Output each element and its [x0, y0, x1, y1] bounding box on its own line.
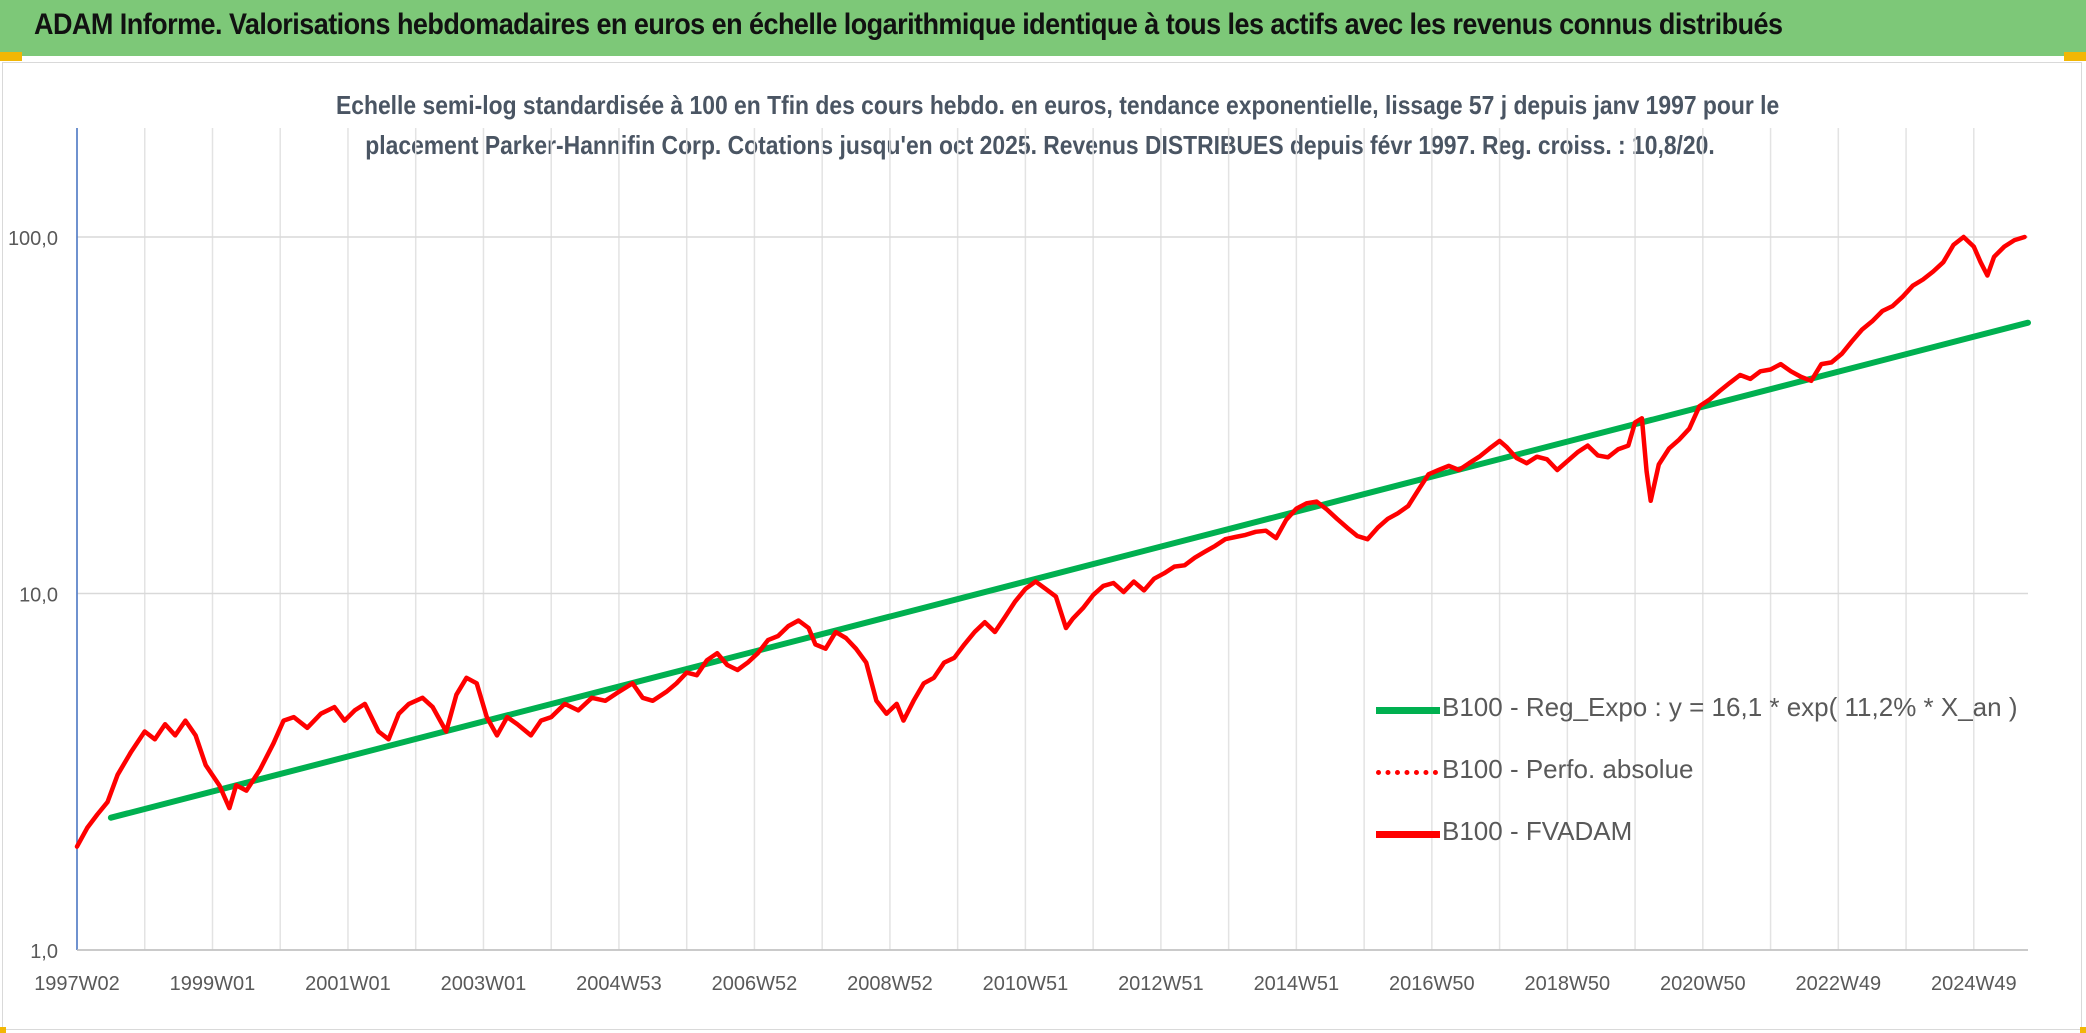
x-tick-label: 2001W01 — [305, 973, 391, 995]
x-tick-label: 2014W51 — [1254, 973, 1340, 995]
series-line-fvadam — [74, 234, 2027, 849]
report-title: ADAM Informe. Valorisations hebdomadaire… — [34, 8, 1783, 41]
x-tick-label: 2012W51 — [1118, 973, 1204, 995]
chart-title-line-1: Echelle semi-log standardisée à 100 en T… — [336, 90, 1780, 120]
legend-swatch-fvadam — [1376, 831, 1440, 838]
legend-swatch-regression — [1376, 707, 1440, 714]
y-tick-label: 1,0 — [30, 941, 58, 963]
x-tick-label: 2010W51 — [983, 973, 1069, 995]
legend-swatch-perfo-absolue — [1376, 770, 1438, 775]
chart-title: Echelle semi-log standardisée à 100 en T… — [240, 85, 1840, 165]
legend-label-regression: B100 - Reg_Expo : y = 16,1 * exp( 11,2% … — [1442, 692, 2018, 722]
y-tick-label: 10,0 — [19, 585, 58, 607]
corner-mark-bottom-right — [2080, 1027, 2086, 1033]
x-tick-label: 2008W52 — [847, 973, 933, 995]
x-tick-label: 2016W50 — [1389, 973, 1475, 995]
x-tick-label: 2018W50 — [1525, 973, 1611, 995]
chart-title-line-2: placement Parker-Hannifin Corp. Cotation… — [365, 130, 1715, 160]
x-tick-label: 2020W50 — [1660, 973, 1746, 995]
x-tick-label: 2004W53 — [576, 973, 662, 995]
x-tick-label: 2006W52 — [712, 973, 798, 995]
corner-mark-right — [2064, 52, 2086, 61]
x-tick-label: 2003W01 — [441, 973, 527, 995]
x-tick-label: 2022W49 — [1796, 973, 1882, 995]
corner-mark-left — [0, 52, 22, 61]
regression-line — [107, 319, 2031, 821]
legend-label-fvadam: B100 - FVADAM — [1442, 816, 1633, 846]
x-tick-label: 1999W01 — [170, 973, 256, 995]
corner-mark-bottom-left — [0, 1027, 6, 1033]
legend-label-perfo-absolue: B100 - Perfo. absolue — [1442, 754, 1694, 784]
y-tick-label: 100,0 — [8, 228, 58, 250]
header-bar — [0, 0, 2086, 56]
x-tick-label: 1997W02 — [34, 973, 120, 995]
x-tick-label: 2024W49 — [1931, 973, 2017, 995]
